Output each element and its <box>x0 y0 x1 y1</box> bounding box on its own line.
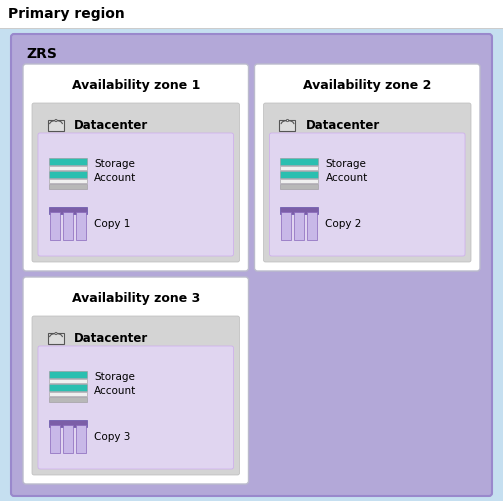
FancyBboxPatch shape <box>32 316 239 475</box>
FancyBboxPatch shape <box>23 277 248 484</box>
Bar <box>76 212 86 240</box>
Bar <box>282 212 292 240</box>
Bar <box>49 183 87 188</box>
FancyBboxPatch shape <box>270 133 465 256</box>
Bar <box>281 157 318 164</box>
FancyBboxPatch shape <box>23 64 248 271</box>
Bar <box>307 212 317 240</box>
Bar <box>280 120 295 131</box>
Bar <box>49 396 87 401</box>
Text: ZRS: ZRS <box>26 47 57 61</box>
Text: Copy 3: Copy 3 <box>94 432 130 442</box>
Bar <box>49 165 87 169</box>
Text: Copy 1: Copy 1 <box>94 219 130 229</box>
Text: Storage
Account: Storage Account <box>325 159 368 182</box>
Bar <box>49 207 87 214</box>
FancyBboxPatch shape <box>255 64 480 271</box>
FancyBboxPatch shape <box>38 133 233 256</box>
Bar <box>49 170 87 177</box>
Text: Datacenter: Datacenter <box>74 119 148 131</box>
Text: Primary region: Primary region <box>8 7 125 21</box>
Bar <box>49 371 87 377</box>
Bar <box>281 170 318 177</box>
Bar <box>0 0 503 28</box>
Bar <box>48 120 64 131</box>
Text: Datacenter: Datacenter <box>74 332 148 345</box>
Bar <box>63 212 73 240</box>
Text: Storage
Account: Storage Account <box>94 159 136 182</box>
Circle shape <box>55 119 57 122</box>
Bar <box>76 425 86 453</box>
Bar <box>48 333 64 344</box>
Bar <box>49 178 87 182</box>
Text: Storage
Account: Storage Account <box>94 372 136 396</box>
Bar <box>281 207 318 214</box>
FancyBboxPatch shape <box>38 346 233 469</box>
Text: Availability zone 1: Availability zone 1 <box>71 79 200 92</box>
Bar <box>49 157 87 164</box>
Bar <box>49 420 87 427</box>
Bar <box>49 378 87 382</box>
Bar <box>281 183 318 188</box>
Bar <box>49 391 87 395</box>
Bar <box>50 425 60 453</box>
FancyBboxPatch shape <box>32 103 239 262</box>
Bar <box>281 165 318 169</box>
Bar <box>50 212 60 240</box>
FancyBboxPatch shape <box>11 34 492 496</box>
FancyBboxPatch shape <box>264 103 471 262</box>
Bar <box>49 383 87 390</box>
Circle shape <box>55 332 57 335</box>
Bar <box>0 28 503 29</box>
Circle shape <box>286 119 289 122</box>
Bar <box>281 178 318 182</box>
Text: Availability zone 2: Availability zone 2 <box>303 79 432 92</box>
Text: Copy 2: Copy 2 <box>325 219 362 229</box>
Bar <box>294 212 304 240</box>
Bar <box>63 425 73 453</box>
Text: Datacenter: Datacenter <box>305 119 380 131</box>
Text: Availability zone 3: Availability zone 3 <box>71 292 200 305</box>
